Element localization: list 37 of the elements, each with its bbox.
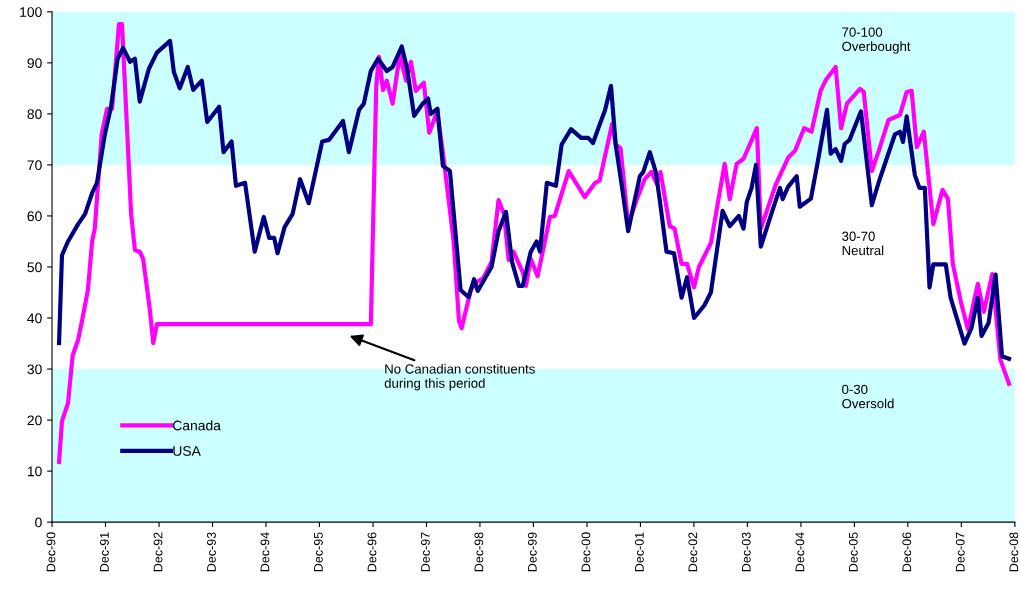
x-tick-label: Dec-95 <box>313 532 323 572</box>
band-label: 0-30 Oversold <box>842 384 894 409</box>
x-tick-label: Dec-97 <box>420 532 430 572</box>
legend-label: Canada <box>173 420 221 431</box>
x-tick-label: Dec-92 <box>153 532 163 572</box>
y-tick-label: 0 <box>35 517 42 528</box>
x-tick-label: Dec-90 <box>46 532 56 572</box>
x-tick-label: Dec-03 <box>741 532 751 572</box>
x-tick-label: Dec-93 <box>207 532 216 572</box>
x-tick-label: Dec-08 <box>1009 532 1019 572</box>
legend-label: USA <box>173 446 201 456</box>
x-tick-label: Dec-96 <box>367 532 377 572</box>
x-tick-label: Dec-04 <box>795 532 805 572</box>
line-series <box>56 38 1012 361</box>
x-tick-label: Dec-06 <box>902 532 912 572</box>
y-tick-label: 30 <box>27 364 42 375</box>
x-tick-label: Dec-02 <box>688 532 698 572</box>
annotation: No Canadian constituents during this period <box>384 363 535 391</box>
y-tick-label: 70 <box>27 160 42 171</box>
annotation: 30-70 Neutral <box>842 231 884 256</box>
x-tick-label: Dec-99 <box>527 532 537 572</box>
y-tick-label: 100 <box>20 7 42 17</box>
x-tick-label: Dec-01 <box>634 532 644 572</box>
x-tick-label: Dec-91 <box>99 532 109 572</box>
y-tick-label: 20 <box>27 415 42 426</box>
x-tick-label: Dec-98 <box>474 532 484 572</box>
y-tick-label: 60 <box>27 211 42 222</box>
x-tick-label: Dec-00 <box>581 532 591 572</box>
y-tick-label: 10 <box>27 466 42 477</box>
y-tick-label: 80 <box>27 109 42 120</box>
y-tick-label: 50 <box>27 262 42 273</box>
band-label: 70-100 Overbought <box>842 27 911 54</box>
x-tick-label: Dec-94 <box>260 532 270 572</box>
x-tick-label: Dec-05 <box>848 532 858 572</box>
y-tick-label: 40 <box>27 313 42 324</box>
x-tick-label: Dec-07 <box>955 532 965 572</box>
y-tick-label: 90 <box>27 58 42 68</box>
